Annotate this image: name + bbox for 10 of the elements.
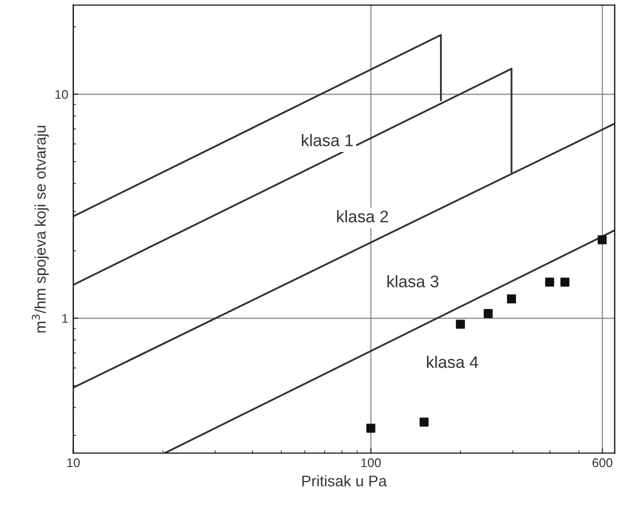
x-tick-label: 600 [592,458,612,468]
y-tick-label: 1 [62,314,68,323]
annotation: klasa 3 [387,275,438,288]
annotation: klasa 2 [337,210,388,222]
x-tick-label: 10 [67,458,80,468]
x-tick-label: 100 [361,458,381,468]
annotation: klasa 1 [302,134,353,146]
x-axis-title: Pritisak u Pa [302,475,387,486]
annotation: klasa 4 [426,356,478,368]
y-axis-title: m$^{3}$/hm spojeva koji se otvaraju [32,126,49,332]
